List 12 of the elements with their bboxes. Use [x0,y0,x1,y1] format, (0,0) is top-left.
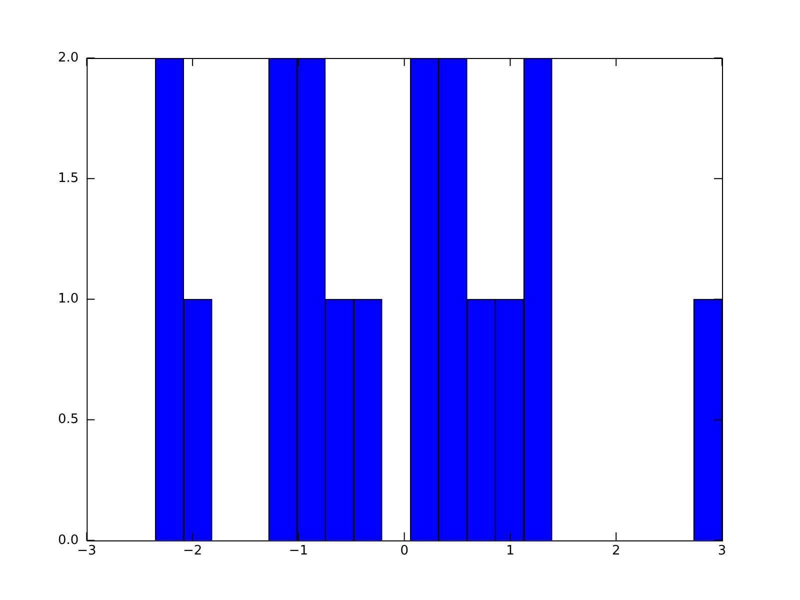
y-tick-label: 2.0 [58,50,79,66]
x-tick-label: −1 [288,544,308,559]
x-tick-label: 0 [400,544,408,559]
x-tick-label: 2 [612,544,620,559]
y-tick-label: 1.5 [58,170,79,186]
y-tick-label: 0.0 [58,532,79,548]
x-tick-label: −3 [77,544,96,559]
x-tick-label: −2 [182,544,202,559]
x-tick-label: 3 [718,544,726,559]
y-tick-label: 1.0 [58,292,79,307]
y-tick-label: 0.5 [58,412,79,428]
x-tick-label: 1 [506,544,514,559]
